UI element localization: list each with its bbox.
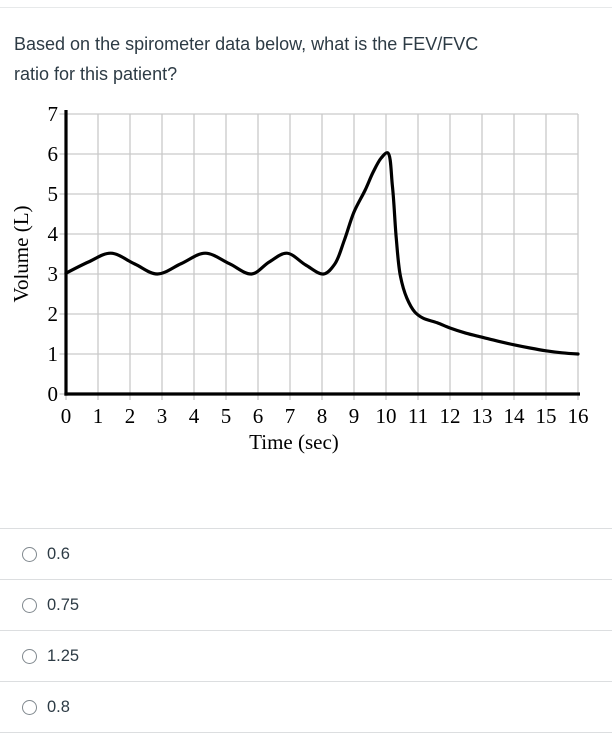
svg-text:3: 3 — [157, 404, 168, 428]
answer-option-1[interactable]: 0.6 — [0, 528, 612, 579]
answer-option-label: 0.8 — [47, 697, 70, 716]
svg-text:13: 13 — [472, 404, 493, 428]
svg-text:4: 4 — [48, 222, 59, 246]
question-text: Based on the spirometer data below, what… — [14, 29, 598, 89]
answer-options: 0.6 0.75 1.25 0.8 — [0, 528, 612, 733]
radio-button[interactable] — [22, 699, 37, 715]
svg-text:15: 15 — [536, 404, 557, 428]
answer-option-label: 0.6 — [47, 544, 70, 563]
svg-text:6: 6 — [48, 142, 59, 166]
svg-text:6: 6 — [253, 404, 264, 428]
svg-text:11: 11 — [408, 404, 428, 428]
answer-option-label: 0.75 — [47, 595, 80, 614]
svg-text:0: 0 — [48, 382, 59, 406]
answer-option-3[interactable]: 1.25 — [0, 630, 612, 681]
svg-text:2: 2 — [125, 404, 136, 428]
svg-text:5: 5 — [221, 404, 232, 428]
answer-option-label: 1.25 — [47, 646, 80, 665]
chart-curve — [64, 151, 580, 356]
svg-text:2: 2 — [48, 302, 59, 326]
radio-button[interactable] — [22, 648, 37, 664]
svg-text:16: 16 — [568, 404, 589, 428]
radio-button[interactable] — [22, 597, 37, 613]
svg-text:9: 9 — [349, 404, 360, 428]
svg-text:8: 8 — [317, 404, 328, 428]
x-axis-label: Time (sec) — [249, 430, 339, 454]
svg-text:4: 4 — [189, 404, 200, 428]
answer-option-2[interactable]: 0.75 — [0, 579, 612, 630]
svg-text:7: 7 — [285, 404, 296, 428]
chart-gridlines — [59, 113, 579, 400]
spirometer-chart: 0 1 2 3 4 5 6 7 8 9 10 11 12 13 14 15 16 0 1 2 3 4 5 6 7 Time (se… — [9, 102, 594, 454]
svg-text:1: 1 — [93, 404, 104, 428]
radio-button[interactable] — [22, 546, 37, 562]
top-divider — [0, 7, 612, 8]
question-line-1: Based on the spirometer data below, what… — [14, 34, 479, 54]
answer-option-4[interactable]: 0.8 — [0, 681, 612, 732]
svg-text:5: 5 — [48, 182, 59, 206]
svg-text:7: 7 — [48, 106, 59, 126]
svg-text:1: 1 — [48, 342, 59, 366]
question-line-2: ratio for this patient? — [14, 64, 178, 84]
svg-text:14: 14 — [504, 404, 526, 428]
chart-axes — [64, 110, 580, 396]
svg-text:0: 0 — [61, 404, 72, 428]
y-axis-label: Volume (L) — [14, 205, 33, 302]
svg-text:12: 12 — [440, 404, 461, 428]
svg-text:10: 10 — [376, 404, 397, 428]
svg-text:3: 3 — [48, 262, 59, 286]
